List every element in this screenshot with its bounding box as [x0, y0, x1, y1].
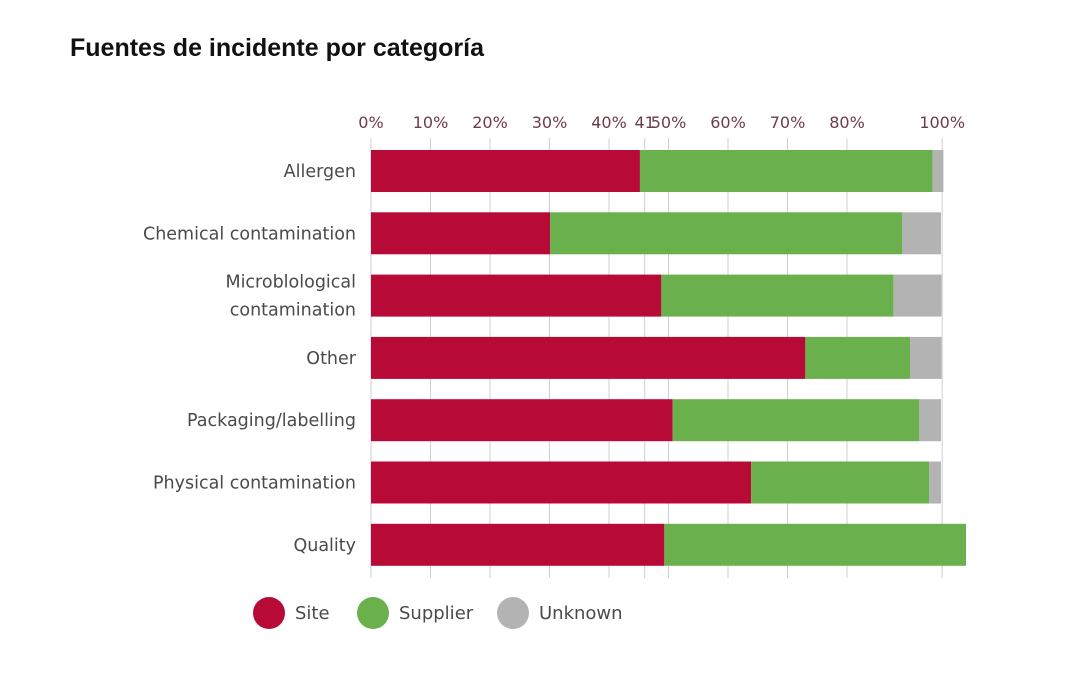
- bar-segment-unknown: [902, 212, 942, 255]
- category-label: Quality: [293, 536, 356, 556]
- bar-segment-supplier: [661, 274, 894, 317]
- bar-segment-site: [371, 461, 752, 504]
- legend-label: Site: [295, 603, 330, 624]
- bar-segment-unknown: [910, 336, 942, 379]
- bar-segment-supplier: [672, 399, 919, 442]
- category-label: Microblological: [225, 273, 356, 293]
- legend-swatch-site: [253, 597, 285, 629]
- category-label: Other: [306, 349, 356, 369]
- bar-segment-supplier: [550, 212, 903, 255]
- category-label: Physical contamination: [153, 474, 356, 494]
- bar-segment-unknown: [893, 274, 942, 317]
- legend-swatch-supplier: [357, 597, 389, 629]
- category-label: contamination: [230, 301, 356, 321]
- legend-swatch-unknown: [497, 597, 529, 629]
- bar-segment-unknown: [932, 150, 944, 192]
- bar-segment-site: [371, 212, 551, 255]
- category-label: Packaging/labelling: [187, 411, 356, 431]
- legend-label: Unknown: [539, 603, 623, 624]
- bar-segment-site: [371, 399, 673, 442]
- category-label: Chemical contamination: [143, 224, 356, 244]
- bar-segment-site: [371, 523, 665, 566]
- bar-segment-supplier: [751, 461, 930, 504]
- bar-segment-site: [371, 150, 640, 192]
- legend-label: Supplier: [399, 603, 474, 624]
- page-title: Fuentes de incidente por categoría: [70, 34, 484, 62]
- category-label: Allergen: [284, 162, 356, 182]
- bar-segment-site: [371, 274, 662, 317]
- bar-segment-supplier: [664, 523, 966, 566]
- bar-segment-supplier: [639, 150, 933, 192]
- x-tick-label: 60%: [710, 113, 746, 132]
- x-tick-label: 10%: [413, 113, 449, 132]
- x-tick-label: 80%: [829, 113, 865, 132]
- bar-segment-site: [371, 336, 806, 379]
- x-tick-label: 70%: [770, 113, 806, 132]
- x-tick-label: 30%: [532, 113, 568, 132]
- x-tick-label: 40%: [591, 113, 627, 132]
- bar-segment-unknown: [918, 399, 942, 442]
- x-tick-label: 100%: [919, 113, 965, 132]
- bar-segment-unknown: [929, 461, 942, 504]
- x-tick-label: 50%: [651, 113, 687, 132]
- x-tick-label: 0%: [358, 113, 383, 132]
- x-tick-label: 41: [635, 113, 655, 132]
- x-tick-label: 20%: [472, 113, 508, 132]
- bar-segment-supplier: [805, 336, 911, 379]
